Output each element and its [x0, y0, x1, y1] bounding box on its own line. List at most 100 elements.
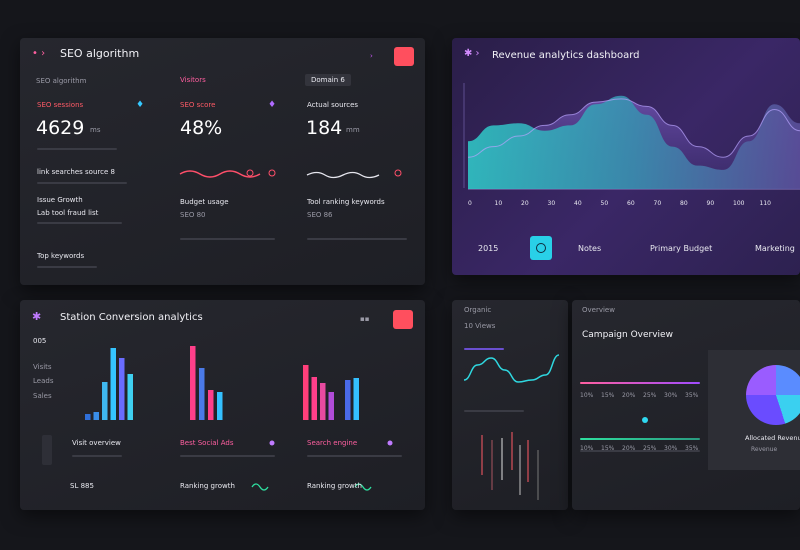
percent-label: 25% [643, 445, 657, 452]
menu-icon: ▪▪ [360, 315, 370, 323]
bar [85, 414, 91, 420]
x-tick-label: 90 [706, 200, 715, 207]
text-placeholder [464, 410, 524, 412]
bar [127, 374, 133, 420]
panel-title: SEO algorithm [60, 47, 140, 60]
bar [353, 378, 359, 420]
text-placeholder [307, 455, 402, 457]
row-label: Best Social Ads [180, 439, 234, 447]
panel-subtitle: 10 Views [464, 322, 496, 330]
pie-label: Allocated Revenue [745, 434, 800, 442]
area-chart [463, 83, 800, 190]
button-icon [536, 243, 546, 253]
stat-icon: ♦ [268, 100, 277, 110]
footer-label[interactable]: 2015 [478, 244, 499, 253]
pie-sublabel: Revenue [751, 446, 778, 453]
bar-charts [42, 346, 393, 491]
footer-label[interactable]: Notes [578, 244, 602, 253]
stat-label: SEO sessions [37, 101, 84, 109]
row-label: link searches source 8 [37, 168, 115, 176]
play-button[interactable] [530, 236, 552, 260]
stat-value: 4629 [36, 117, 85, 139]
bar [190, 346, 196, 420]
percent-label: 30% [664, 445, 678, 452]
action-button[interactable] [394, 47, 414, 66]
bar [320, 383, 326, 420]
bar [199, 368, 205, 420]
tab-label[interactable]: Visitors [180, 76, 206, 84]
footer-label[interactable]: Marketing [755, 244, 795, 253]
action-button[interactable] [393, 310, 413, 329]
bar [93, 412, 99, 420]
squiggle [354, 483, 372, 491]
percent-label: 20% [622, 392, 636, 399]
panel-heading: Campaign Overview [582, 330, 673, 340]
row-label: Budget usage [180, 198, 229, 206]
x-tick-label: 100 [733, 200, 745, 207]
sparkline [306, 171, 380, 179]
text-placeholder [37, 182, 127, 184]
x-tick-label: 10 [494, 200, 503, 207]
progress-bar [580, 438, 700, 440]
campaign-panel: Overview Campaign Overview 10% 15% 20% 25% 3… [572, 300, 800, 510]
line-chart [463, 354, 560, 500]
line [463, 354, 560, 383]
row-label: SEO 86 [307, 211, 333, 219]
axis-label: Visits [33, 363, 52, 371]
panel-title: Overview [582, 306, 615, 314]
stat-value: 48% [180, 117, 223, 139]
sparkline-dot [246, 169, 254, 177]
pie-chart [746, 365, 800, 425]
percent-label: 35% [685, 392, 699, 399]
sparklines [179, 169, 402, 179]
text-placeholder [37, 148, 117, 150]
panel-icon: • › [32, 48, 46, 59]
stat-value: 184 [306, 117, 343, 139]
row-label: Ranking growth [307, 482, 362, 490]
seo-panel: • › SEO algorithm SEO algorithm › Visito… [20, 38, 425, 285]
sparkline-dot [268, 169, 276, 177]
percent-label: 30% [664, 392, 678, 399]
bar [119, 358, 125, 420]
row-label: Ranking growth [180, 482, 235, 490]
percent-label: 20% [622, 445, 636, 452]
footer-label[interactable]: Primary Budget [650, 244, 713, 253]
squiggle [251, 483, 269, 491]
bar [345, 380, 351, 420]
text-placeholder [580, 450, 700, 452]
panel-title: Organic [464, 306, 492, 314]
text-placeholder [180, 238, 275, 240]
x-tick-label: 60 [627, 200, 635, 207]
bar [217, 392, 223, 420]
percent-label: 10% [580, 392, 594, 399]
axis-label: Sales [33, 392, 52, 400]
bar [110, 348, 116, 420]
sparkline-dot [394, 169, 402, 177]
x-tick-label: 110 [759, 200, 771, 207]
row-label: Visit overview [72, 439, 121, 447]
axis-caption: 005 [33, 337, 47, 345]
percent-label: 35% [685, 445, 699, 452]
stat-icon: ♦ [136, 100, 145, 110]
dot [269, 440, 275, 446]
domain-badge[interactable]: Domain 6 [305, 74, 351, 86]
x-tick-label: 50 [600, 200, 609, 207]
text-placeholder [37, 266, 97, 268]
panel-subtitle: SEO algorithm [36, 77, 87, 85]
row-label: SEO 80 [180, 211, 206, 219]
revenue-panel: ✱ › Revenue analytics dashboard 0 10 20 30 4… [452, 38, 800, 275]
row-label: Tool ranking keywords [307, 198, 385, 206]
row-label: Lab tool fraud list [37, 209, 99, 217]
legend-bar [464, 348, 504, 350]
stat-unit: ms [90, 126, 101, 134]
row-label: Issue Growth [37, 196, 83, 204]
text-placeholder [37, 222, 122, 224]
bar [303, 365, 309, 420]
bar [328, 392, 334, 420]
percent-label: 25% [643, 392, 657, 399]
device-icon [42, 435, 52, 465]
candles [481, 432, 539, 500]
x-tick-label: 20 [521, 200, 529, 207]
organic-panel: Organic 10 Views [452, 300, 568, 510]
x-tick-label: 30 [547, 200, 556, 207]
